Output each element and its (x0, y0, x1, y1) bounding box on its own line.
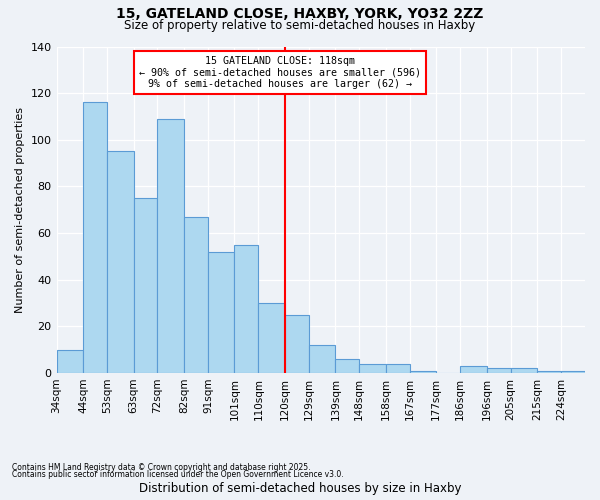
Bar (537, 370, 561, 373)
Bar (460, 366, 487, 373)
Text: 15, GATELAND CLOSE, HAXBY, YORK, YO32 2ZZ: 15, GATELAND CLOSE, HAXBY, YORK, YO32 2Z… (116, 8, 484, 22)
Bar (134, 198, 157, 373)
Bar (309, 345, 335, 373)
Bar (386, 364, 410, 373)
Bar (157, 119, 184, 373)
Bar (259, 303, 285, 373)
Text: Distribution of semi-detached houses by size in Haxby: Distribution of semi-detached houses by … (139, 482, 461, 495)
Bar (487, 368, 511, 373)
Bar (56, 350, 83, 373)
Y-axis label: Number of semi-detached properties: Number of semi-detached properties (15, 107, 25, 313)
Bar (335, 359, 359, 373)
Text: Contains HM Land Registry data © Crown copyright and database right 2025.: Contains HM Land Registry data © Crown c… (12, 464, 311, 472)
Text: Size of property relative to semi-detached houses in Haxby: Size of property relative to semi-detach… (124, 18, 476, 32)
Text: 15 GATELAND CLOSE: 118sqm
← 90% of semi-detached houses are smaller (596)
9% of : 15 GATELAND CLOSE: 118sqm ← 90% of semi-… (139, 56, 421, 89)
Bar (235, 244, 259, 373)
Bar (184, 217, 208, 373)
Text: Contains public sector information licensed under the Open Government Licence v3: Contains public sector information licen… (12, 470, 344, 479)
Bar (285, 314, 309, 373)
Bar (561, 370, 585, 373)
Bar (410, 370, 436, 373)
Bar (511, 368, 537, 373)
Bar (83, 102, 107, 373)
Bar (208, 252, 235, 373)
Bar (107, 152, 134, 373)
Bar (359, 364, 386, 373)
